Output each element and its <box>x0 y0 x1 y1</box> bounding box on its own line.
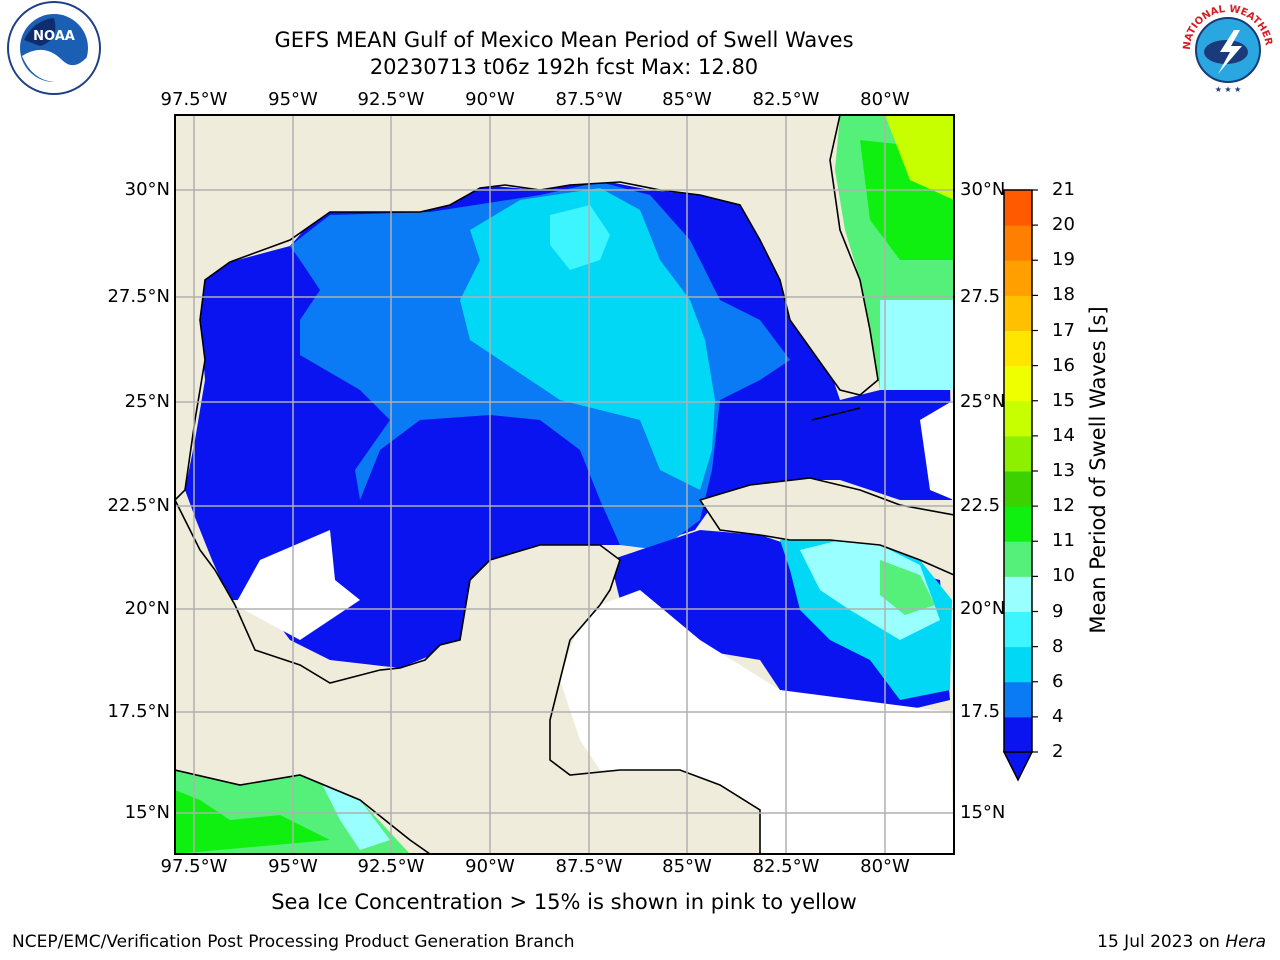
mexico-land <box>175 499 761 854</box>
colorbar-segment <box>1004 681 1032 718</box>
colorbar-segment <box>1004 646 1032 683</box>
lat-tick-right: 22.5°N <box>960 495 1002 516</box>
lon-tick-top: 90°W <box>465 89 515 110</box>
colorbar-segment <box>1004 190 1032 226</box>
lon-tick-bottom: 82.5°W <box>752 856 820 877</box>
colorbar-tick-label: 17 <box>1052 319 1075 341</box>
colorbar-segment <box>1004 506 1032 542</box>
no-data-east <box>920 400 954 500</box>
colorbar-tick-label: 13 <box>1052 460 1075 481</box>
footer-date: 15 Jul 2023 on Hera <box>1097 932 1266 952</box>
lon-tick-bottom: 87.5°W <box>555 856 623 877</box>
pacific-lightcyan <box>320 780 390 850</box>
atlantic-lightcyan <box>880 300 954 390</box>
noaa-logo-text: NOAA <box>33 29 75 44</box>
us-gulf-coast-land <box>175 115 879 502</box>
lon-tick-top: 97.5°W <box>160 89 228 110</box>
lon-tick-top: 87.5°W <box>555 89 623 110</box>
no-data-caribbean <box>560 590 954 854</box>
map-frame <box>174 114 955 855</box>
colorbar-tick-label: 20 <box>1052 214 1075 236</box>
colorbar-title: Mean Period of Swell Waves [s] <box>1086 306 1110 634</box>
colorbar-segment <box>1004 541 1032 577</box>
colorbar-segment <box>1004 435 1032 472</box>
lon-tick-top: 92.5°W <box>357 89 425 110</box>
colorbar-tick-label: 16 <box>1052 354 1075 376</box>
lat-tick-right: 30°N <box>960 179 1004 200</box>
colorbar-extend-triangle <box>1002 751 1034 782</box>
lat-tick-right: 15°N <box>960 802 1006 823</box>
no-data-south-gulf <box>235 530 360 640</box>
colorbar-tick-label: 4 <box>1052 705 1064 727</box>
lat-tick-left: 17.5°N <box>107 701 170 722</box>
caption: Sea Ice Concentration > 15% is shown in … <box>271 890 857 914</box>
lat-tick-right: 27.5°N <box>960 286 1002 307</box>
gulf-lightcyan-patch <box>550 205 610 270</box>
florida-keys <box>811 407 861 421</box>
caribbean-green-patch <box>880 560 935 615</box>
lat-tick-right: 20°N <box>960 598 1004 619</box>
colorbar-tick-label: 14 <box>1052 424 1075 446</box>
atlantic-yellowgreen <box>885 115 954 200</box>
colorbar-tick-label: 21 <box>1052 179 1075 200</box>
lat-tick-left: 20°N <box>124 598 170 619</box>
footer-machine: Hera <box>1225 932 1266 952</box>
colorbar-segment <box>1004 611 1032 648</box>
colorbar-tick-label: 15 <box>1052 389 1075 411</box>
lat-tick-left: 25°N <box>124 391 170 412</box>
noaa-logo: NOAA <box>7 1 101 95</box>
lat-tick-right: 25°N <box>960 391 1004 412</box>
lon-tick-bottom: 85°W <box>662 856 712 877</box>
lon-tick-top: 80°W <box>860 89 910 110</box>
gulf-cyan-core <box>460 188 715 490</box>
lon-tick-bottom: 80°W <box>860 856 910 877</box>
colorbar-segment <box>1004 260 1032 296</box>
colorbar-segment <box>1004 400 1032 437</box>
colorbar-tick-label: 9 <box>1052 600 1064 622</box>
lat-tick-left: 27.5°N <box>107 286 170 307</box>
lat-tick-left: 15°N <box>124 802 170 823</box>
lon-tick-bottom: 97.5°W <box>160 856 228 877</box>
colorbar-segment <box>1004 365 1032 402</box>
colorbar-tick-label: 12 <box>1052 495 1075 517</box>
colorbar-tick-label: 18 <box>1052 284 1075 306</box>
colorbar-segment <box>1004 330 1032 367</box>
footer-date-text: 15 Jul 2023 on <box>1097 932 1226 952</box>
colorbar-tick-label: 10 <box>1052 565 1075 587</box>
colorbar-segment <box>1004 295 1032 331</box>
map-grid <box>175 115 954 854</box>
lat-tick-right: 17.5°N <box>960 701 1002 722</box>
colorbar <box>1002 189 1038 782</box>
cuba-land <box>698 477 954 576</box>
footer-credit: NCEP/EMC/Verification Post Processing Pr… <box>12 932 575 952</box>
colorbar-segment <box>1004 471 1032 507</box>
colorbar-tick-label: 11 <box>1052 530 1075 552</box>
colorbar-tick-label: 8 <box>1052 635 1064 657</box>
lat-tick-left: 22.5°N <box>107 495 170 516</box>
pacific-brightgreen <box>175 790 330 854</box>
colorbar-tick-label: 19 <box>1052 249 1075 271</box>
lon-tick-top: 95°W <box>268 89 318 110</box>
lat-tick-left: 30°N <box>124 179 170 200</box>
lon-tick-top: 85°W <box>662 89 712 110</box>
lon-tick-bottom: 90°W <box>465 856 515 877</box>
chart-subtitle: 20230713 t06z 192h fcst Max: 12.80 <box>369 55 759 79</box>
chart-title: GEFS MEAN Gulf of Mexico Mean Period of … <box>274 28 854 52</box>
lon-tick-bottom: 92.5°W <box>357 856 425 877</box>
colorbar-segment <box>1004 716 1032 753</box>
lon-tick-top: 82.5°W <box>752 89 820 110</box>
colorbar-tick-label: 6 <box>1052 670 1064 692</box>
svg-text:★ ★ ★: ★ ★ ★ <box>1215 85 1242 94</box>
colorbar-segment <box>1004 225 1032 261</box>
colorbar-segment <box>1004 576 1032 612</box>
map-area <box>175 115 954 854</box>
nws-logo: NATIONAL WEATHER SERVICE ★ ★ ★ <box>1178 0 1275 97</box>
lon-tick-bottom: 95°W <box>268 856 318 877</box>
colorbar-tick-label: 2 <box>1052 741 1064 762</box>
